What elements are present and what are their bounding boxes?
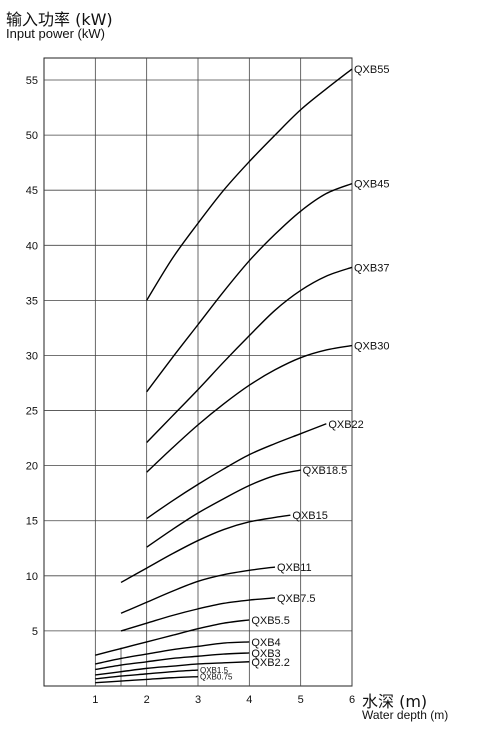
series-label-qxb2-2: QXB2.2 [251,657,290,669]
y-tick-label: 30 [26,350,38,362]
series-line-qxb37 [146,266,353,443]
series-line-qxb45 [146,182,353,393]
y-tick-label: 10 [26,571,38,583]
x-axis-title-zh: 水深 (m) [362,692,428,711]
series-line-qxb30 [146,344,353,473]
series-label-qxb5-5: QXB5.5 [251,615,290,627]
series-line-qxb15 [120,514,291,584]
series-label-qxb45: QXB45 [354,179,389,191]
series-label-qxb55: QXB55 [354,64,389,76]
series-line-qxb4 [95,641,250,665]
series-label-qxb3: QXB3 [251,648,280,660]
x-tick-label: 1 [92,694,98,706]
series-label-qxb11: QXB11 [277,562,312,574]
y-tick-label: 55 [26,75,38,87]
y-tick-label: 15 [26,516,38,528]
series-line-qxb5-5 [95,619,250,656]
series-line-qxb3 [95,652,250,671]
series-line-qxb0-75 [95,675,199,684]
y-tick-label: 50 [26,130,38,142]
y-tick-label: 45 [26,185,38,197]
series-line-qxb11 [120,566,276,614]
x-tick-label: 3 [195,694,201,706]
series-line-qxb55 [146,68,353,301]
series-label-qxb4: QXB4 [251,637,280,649]
y-tick-label: 35 [26,295,38,307]
series-label-qxb1-5: QXB1.5 [200,666,229,675]
series-line-qxb18-5 [146,469,301,548]
series-label-qxb37: QXB37 [354,262,389,274]
y-axis-title-zh: 输入功率 (kW) [6,10,113,29]
series-label-qxb30: QXB30 [354,341,389,353]
y-tick-label: 40 [26,240,38,252]
y-tick-label: 20 [26,461,38,473]
series-label-qxb22: QXB22 [328,419,363,431]
series-line-qxb22 [146,423,327,520]
x-tick-label: 6 [349,694,355,706]
series-line-qxb2-2 [95,661,250,676]
series-label-qxb7-5: QXB7.5 [277,593,316,605]
series-line-qxb1-5 [95,669,199,680]
series-label-qxb15: QXB15 [292,510,327,522]
y-tick-label: 5 [32,626,38,638]
series-label-qxb0-75: QXB0.75 [200,673,233,682]
x-axis-title: Water depth (m) [362,708,449,722]
x-tick-label: 4 [246,694,252,706]
series-label-qxb18-5: QXB18.5 [303,465,348,477]
x-tick-label: 2 [144,694,150,706]
y-axis-title: Input power (kW) [6,26,105,41]
series-line-qxb7-5 [120,597,276,632]
y-tick-label: 25 [26,406,38,418]
x-tick-label: 5 [298,694,304,706]
